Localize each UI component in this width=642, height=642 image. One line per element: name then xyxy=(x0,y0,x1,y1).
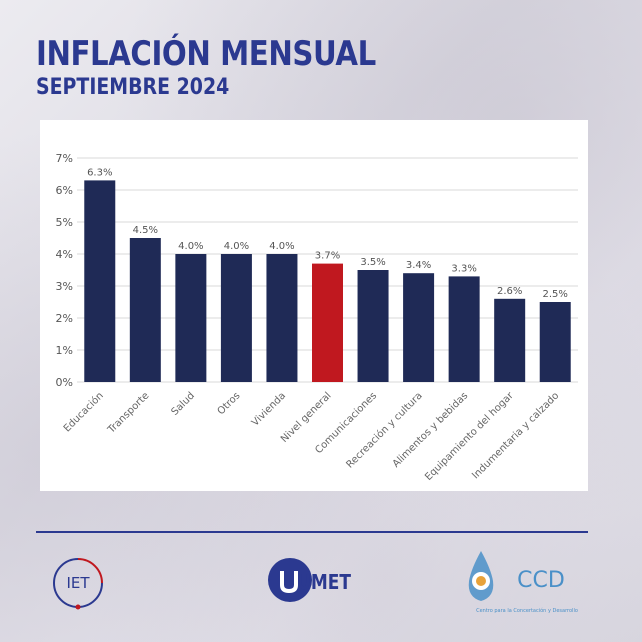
data-label: 4.5% xyxy=(133,225,158,236)
umet-logo-text: UMET xyxy=(297,572,351,595)
x-tick-label: Salud xyxy=(169,390,197,418)
bar xyxy=(266,254,298,382)
bar xyxy=(312,263,343,382)
ccd-logo: CCD Centro para la Concertación y Desarr… xyxy=(455,545,600,617)
bar xyxy=(357,270,389,382)
page-title: INFLACIÓN MENSUAL xyxy=(36,34,376,74)
data-label: 2.6% xyxy=(497,286,522,297)
y-tick-label: 1% xyxy=(56,344,73,357)
data-label: 4.0% xyxy=(224,241,249,252)
iet-logo-text: IET xyxy=(66,574,90,592)
bar xyxy=(220,254,252,382)
bar xyxy=(539,302,571,382)
bar xyxy=(494,298,526,382)
x-tick-label: Otros xyxy=(216,390,243,417)
chart-card: 0% 1% 2% 3% 4% 5% 6% 7% 6.3% Educación 4.5% Transpo… xyxy=(40,120,588,491)
bar xyxy=(403,273,435,382)
data-label: 3.7% xyxy=(315,251,340,262)
umet-logo: UMET xyxy=(262,555,362,605)
ccd-logo-text: CCD xyxy=(517,568,565,593)
y-tick-label: 0% xyxy=(56,376,73,389)
x-tick-label: Educación xyxy=(61,390,106,435)
x-tick-label: Alimentos y bebidas xyxy=(391,390,471,470)
y-tick-label: 3% xyxy=(56,280,73,293)
y-tick-label: 4% xyxy=(56,248,73,261)
x-tick-label: Equipamiento del hogar xyxy=(423,390,516,483)
data-label: 3.4% xyxy=(406,260,431,271)
x-tick-label: Vivienda xyxy=(250,390,288,428)
y-tick-label: 5% xyxy=(56,216,73,229)
x-tick-label: Indumentaria y calzado xyxy=(470,390,561,481)
y-tick-label: 2% xyxy=(56,312,73,325)
data-label: 3.3% xyxy=(451,263,476,274)
page-subtitle: SEPTIEMBRE 2024 xyxy=(36,75,230,100)
data-label: 4.0% xyxy=(269,241,294,252)
data-label: 6.3% xyxy=(87,167,112,178)
data-label: 2.5% xyxy=(543,289,568,300)
bar xyxy=(175,254,207,382)
ccd-logo-tagline: Centro para la Concertación y Desarrollo xyxy=(476,607,578,614)
data-label: 3.5% xyxy=(360,257,385,268)
data-label: 4.0% xyxy=(178,241,203,252)
x-tick-label: Recreación y cultura xyxy=(344,390,425,471)
bar-chart: 0% 1% 2% 3% 4% 5% 6% 7% 6.3% Educación 4.5% Transpo… xyxy=(56,152,578,483)
y-tick-label: 7% xyxy=(56,152,73,165)
iet-logo: IET xyxy=(50,555,106,611)
bar xyxy=(129,238,161,382)
y-tick-label: 6% xyxy=(56,184,73,197)
bar xyxy=(84,180,116,382)
footer-divider xyxy=(36,531,588,533)
bar xyxy=(448,276,480,382)
x-tick-label: Transporte xyxy=(105,390,151,436)
